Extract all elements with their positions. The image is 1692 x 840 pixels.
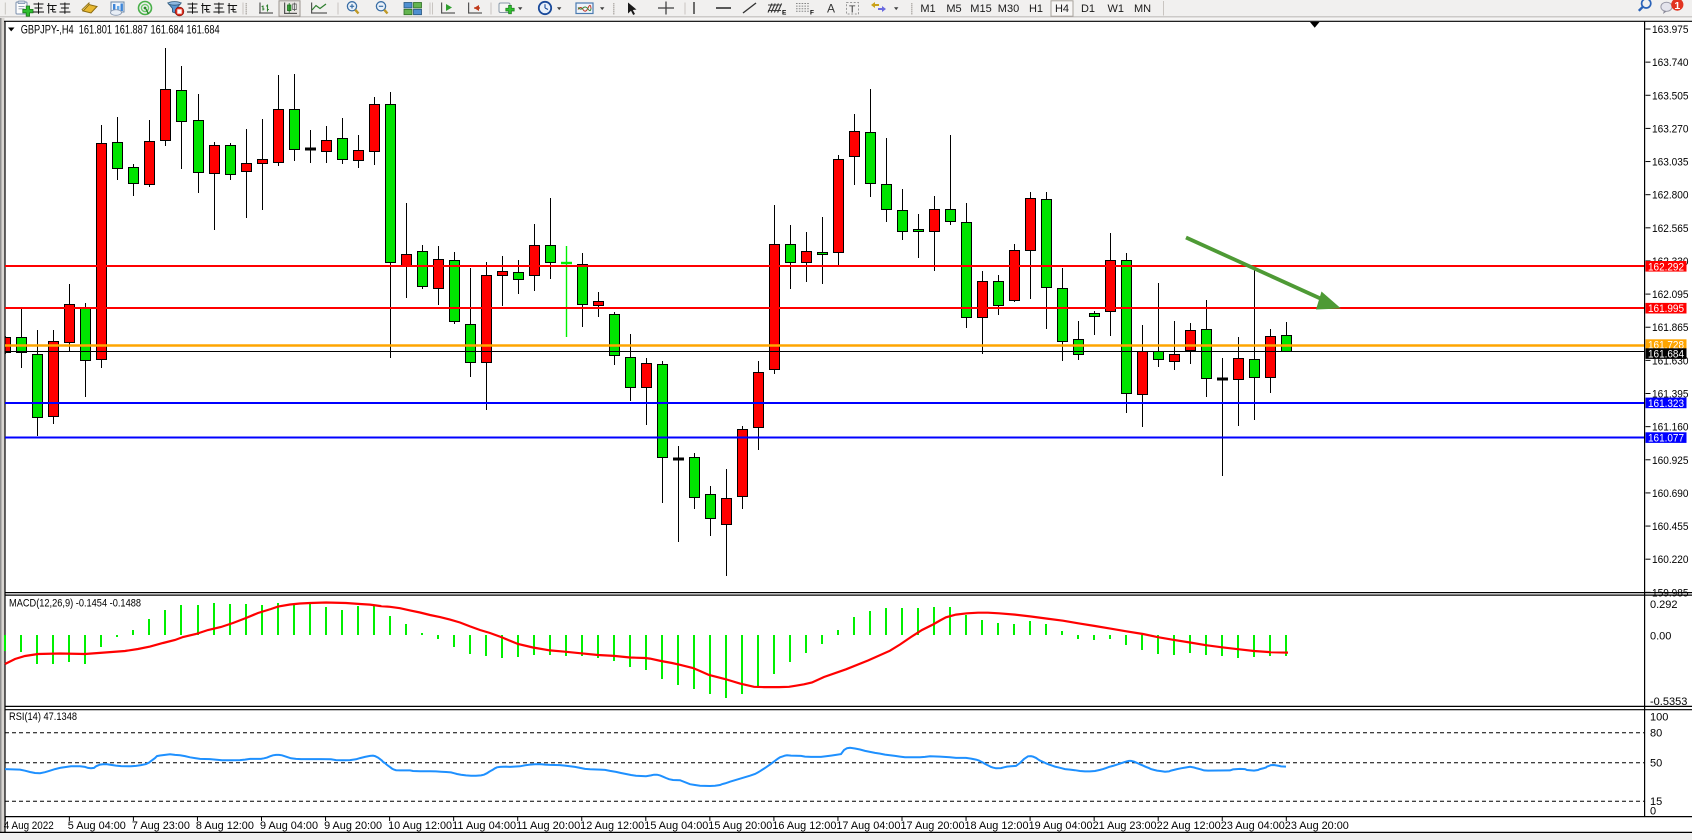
svg-text:50: 50	[1650, 758, 1662, 770]
svg-text:9 Aug 04:00: 9 Aug 04:00	[260, 820, 318, 832]
svg-text:162.800: 162.800	[1652, 190, 1689, 202]
svg-text:H4: H4	[1055, 3, 1069, 15]
svg-text:163.035: 163.035	[1652, 157, 1689, 169]
svg-text:159.985: 159.985	[1652, 587, 1689, 599]
svg-text:161.323: 161.323	[1648, 398, 1684, 410]
svg-text:19 Aug 04:00: 19 Aug 04:00	[1029, 820, 1093, 832]
svg-text:162.565: 162.565	[1652, 223, 1689, 235]
svg-text:H1: H1	[1029, 3, 1043, 15]
svg-text:11 Aug 20:00: 11 Aug 20:00	[516, 820, 580, 832]
svg-text:W1: W1	[1107, 3, 1124, 15]
svg-text:16 Aug 12:00: 16 Aug 12:00	[772, 820, 836, 832]
svg-text:1: 1	[1674, 0, 1680, 12]
svg-text:8 Aug 12:00: 8 Aug 12:00	[196, 820, 254, 832]
svg-text:161.684: 161.684	[1648, 349, 1684, 361]
svg-text:163.505: 163.505	[1652, 90, 1689, 102]
svg-text:A: A	[827, 2, 835, 16]
svg-text:80: 80	[1650, 728, 1662, 740]
svg-text:160.690: 160.690	[1652, 488, 1689, 500]
svg-text:M1: M1	[920, 3, 935, 15]
svg-text:0.292: 0.292	[1650, 599, 1678, 611]
svg-text:161.995: 161.995	[1648, 303, 1684, 315]
svg-text:161.160: 161.160	[1652, 422, 1689, 434]
svg-text:100: 100	[1650, 711, 1668, 723]
svg-text:RSI(14) 47.1348: RSI(14) 47.1348	[9, 711, 77, 723]
svg-text:17 Aug 20:00: 17 Aug 20:00	[901, 820, 965, 832]
svg-text:-0.5353: -0.5353	[1650, 696, 1687, 708]
svg-text:161.865: 161.865	[1652, 322, 1689, 334]
svg-text:23 Aug 20:00: 23 Aug 20:00	[1285, 820, 1349, 832]
svg-text:17 Aug 04:00: 17 Aug 04:00	[836, 820, 900, 832]
svg-text:5 Aug 04:00: 5 Aug 04:00	[68, 820, 126, 832]
svg-text:M15: M15	[970, 3, 991, 15]
svg-text:163.975: 163.975	[1652, 24, 1689, 36]
svg-text:0.00: 0.00	[1650, 631, 1671, 643]
svg-text:M30: M30	[998, 3, 1019, 15]
svg-text:MACD(12,26,9) -0.1454 -0.1488: MACD(12,26,9) -0.1454 -0.1488	[9, 598, 141, 610]
svg-text:10 Aug 12:00: 10 Aug 12:00	[388, 820, 452, 832]
svg-text:161.395: 161.395	[1652, 389, 1689, 401]
svg-text:4 Aug 2022: 4 Aug 2022	[4, 820, 54, 832]
svg-text:0: 0	[1650, 806, 1656, 818]
svg-text:21 Aug 23:00: 21 Aug 23:00	[1093, 820, 1157, 832]
svg-text:161.077: 161.077	[1648, 433, 1684, 445]
svg-text:162.095: 162.095	[1652, 289, 1689, 301]
svg-text:GBPJPY-,H4 161.801 161.887 16: GBPJPY-,H4 161.801 161.887 161.684 161.6…	[21, 23, 220, 37]
svg-text:163.270: 163.270	[1652, 123, 1689, 135]
svg-text:15: 15	[1650, 796, 1662, 808]
svg-text:9 Aug 20:00: 9 Aug 20:00	[324, 820, 382, 832]
svg-text:163.740: 163.740	[1652, 57, 1689, 69]
svg-text:T: T	[849, 3, 856, 15]
svg-text:15 Aug 20:00: 15 Aug 20:00	[708, 820, 772, 832]
svg-text:D1: D1	[1081, 3, 1095, 15]
svg-text:160.455: 160.455	[1652, 521, 1689, 533]
svg-text:11 Aug 04:00: 11 Aug 04:00	[452, 820, 516, 832]
svg-text:F: F	[810, 10, 814, 17]
svg-text:160.925: 160.925	[1652, 455, 1689, 467]
svg-text:12 Aug 12:00: 12 Aug 12:00	[580, 820, 644, 832]
svg-text:23 Aug 04:00: 23 Aug 04:00	[1221, 820, 1285, 832]
svg-text:E: E	[782, 10, 787, 17]
svg-text:15 Aug 04:00: 15 Aug 04:00	[644, 820, 708, 832]
svg-text:22 Aug 12:00: 22 Aug 12:00	[1157, 820, 1221, 832]
svg-text:162.292: 162.292	[1648, 261, 1684, 273]
svg-text:18 Aug 12:00: 18 Aug 12:00	[965, 820, 1029, 832]
svg-text:MN: MN	[1134, 3, 1151, 15]
svg-text:M5: M5	[946, 3, 961, 15]
svg-text:160.220: 160.220	[1652, 554, 1689, 566]
svg-text:7 Aug 23:00: 7 Aug 23:00	[132, 820, 190, 832]
